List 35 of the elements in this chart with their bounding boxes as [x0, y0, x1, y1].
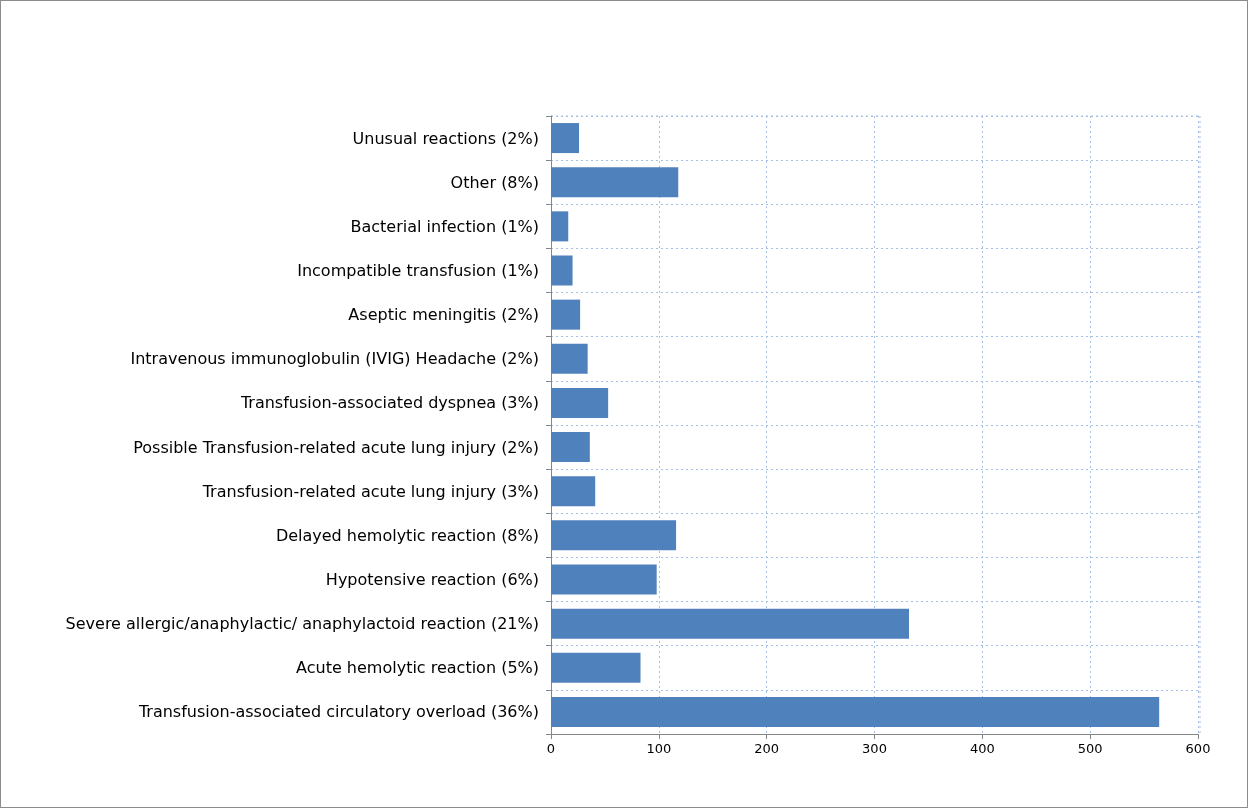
bar — [551, 255, 573, 286]
bar — [551, 123, 580, 154]
y-tick-label: Transfusion-associated circulatory overload (36%) — [137, 702, 539, 722]
x-tick-label: 600 — [1185, 741, 1211, 756]
x-tick-label: 0 — [546, 741, 556, 756]
x-tick-label: 400 — [969, 741, 995, 756]
bar — [551, 652, 641, 683]
x-tick-label: 100 — [646, 741, 672, 756]
y-tick-label: Hypotensive reaction (6%) — [325, 570, 539, 589]
bar — [551, 299, 581, 330]
bar — [551, 432, 590, 463]
bar — [551, 608, 910, 639]
bar — [551, 211, 569, 242]
y-tick-label: Other (8%) — [450, 172, 539, 192]
x-tick-label: 200 — [754, 741, 780, 756]
bar — [551, 343, 588, 374]
y-tick-label: Intravenous immunoglobulin (IVIG) Headache (2%) — [130, 349, 539, 369]
y-tick-label: Transfusion-associated dyspnea (3%) — [239, 393, 539, 413]
bar — [551, 387, 609, 418]
y-tick-label: Severe allergic/anaphylactic/ anaphylactoid reaction (21%) — [65, 614, 539, 634]
y-tick-label: Transfusion-related acute lung injury (3%) — [201, 481, 539, 501]
y-tick-label: Possible Transfusion-related acute lung injury (2%) — [133, 437, 539, 457]
y-tick-label: Incompatible transfusion (1%) — [297, 261, 539, 280]
y-tick-label: Unusual reactions (2%) — [352, 128, 539, 148]
bar — [551, 476, 596, 507]
y-tick-label: Aseptic meningitis (2%) — [348, 305, 539, 325]
x-tick-label: 300 — [862, 741, 887, 756]
x-tick-label: 500 — [1077, 741, 1103, 756]
bar — [551, 696, 1160, 727]
y-tick-label: Acute hemolytic reaction (5%) — [296, 658, 539, 678]
y-tick-label: Delayed hemolytic reaction (8%) — [275, 525, 539, 545]
bar — [551, 564, 657, 595]
bar — [551, 520, 677, 551]
y-tick-label: Bacterial infection (1%) — [350, 216, 539, 236]
bar — [551, 167, 679, 198]
